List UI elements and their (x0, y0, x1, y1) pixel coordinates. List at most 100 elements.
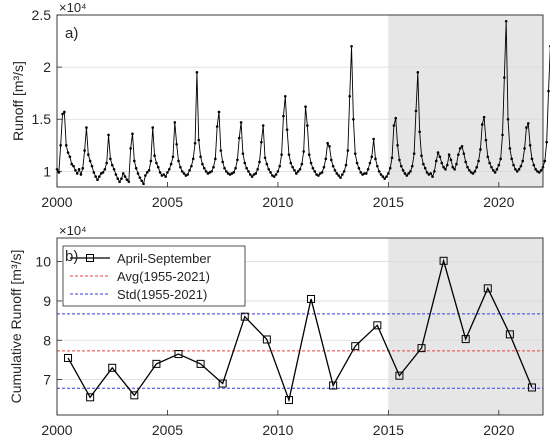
runoff-point (453, 167, 456, 171)
runoff-point (210, 170, 213, 173)
y-tick-label: 10 (35, 254, 51, 270)
runoff-point (412, 152, 416, 155)
runoff-point (79, 173, 83, 176)
runoff-point (156, 165, 160, 169)
runoff-point (260, 140, 263, 144)
runoff-point (484, 138, 488, 142)
runoff-point (429, 172, 433, 175)
runoff-point (328, 145, 331, 148)
runoff-point (177, 159, 180, 163)
runoff-point (425, 171, 429, 174)
runoff-point (381, 175, 385, 178)
runoff-point (193, 141, 197, 145)
runoff-point (57, 171, 61, 174)
runoff-point (523, 147, 526, 150)
panel-a: 1 1.5 2 2.5 2000 2005 2010 2015 2020 ×10⁴ Runoff [… (10, 0, 550, 210)
runoff-point (112, 167, 116, 171)
runoff-point (401, 169, 405, 172)
april-september-marker (395, 371, 404, 380)
runoff-point (543, 159, 547, 163)
x-tick-label: 2005 (152, 422, 183, 438)
runoff-point (364, 172, 368, 175)
legend: April-September Avg(1955-2021) Std(1955-20… (62, 245, 246, 307)
runoff-point (169, 162, 173, 166)
runoff-point (300, 162, 304, 166)
shaded-period (388, 238, 543, 415)
runoff-point (497, 163, 501, 167)
runoff-point (123, 175, 127, 178)
april-september-marker (240, 312, 249, 321)
runoff-point (110, 163, 114, 167)
runoff-point (295, 172, 298, 175)
runoff-point (532, 163, 536, 167)
runoff-point (440, 161, 444, 165)
runoff-point (302, 150, 305, 153)
runoff-point (155, 161, 158, 165)
runoff-point (88, 159, 92, 163)
runoff-point (239, 121, 243, 124)
runoff-point (462, 152, 466, 155)
runoff-point (521, 159, 525, 163)
runoff-point (348, 95, 352, 98)
runoff-point (309, 161, 313, 165)
runoff-point (171, 155, 175, 159)
runoff-point (486, 155, 490, 159)
runoff-point (140, 179, 143, 183)
runoff-point (138, 176, 142, 179)
runoff-point (293, 169, 296, 172)
y-axis-label: Runoff [m³/s] (10, 61, 26, 141)
runoff-point (274, 173, 278, 176)
runoff-point (158, 171, 162, 174)
runoff-point (121, 172, 125, 175)
runoff-point (359, 171, 363, 174)
runoff-point (405, 174, 409, 177)
runoff-point (197, 138, 201, 142)
runoff-point (449, 158, 453, 162)
april-september-marker (461, 335, 470, 344)
x-tick-label: 2010 (262, 194, 293, 210)
runoff-point (331, 164, 335, 168)
runoff-point (287, 153, 291, 156)
runoff-point (202, 166, 206, 170)
runoff-point (320, 171, 324, 174)
y-tick-label: 2.5 (32, 7, 52, 23)
legend-entry-label: April-September (117, 251, 212, 266)
runoff-point (133, 159, 136, 163)
april-september-marker (262, 335, 271, 344)
runoff-point (142, 182, 145, 186)
runoff-point (72, 164, 75, 168)
runoff-point (269, 171, 272, 174)
runoff-point (272, 175, 276, 178)
runoff-point (261, 124, 265, 127)
runoff-point (407, 172, 410, 175)
runoff-point (116, 177, 120, 180)
x-tick-label: 2020 (483, 422, 514, 438)
runoff-point (64, 144, 68, 147)
april-september-marker (218, 379, 227, 388)
runoff-point (383, 177, 386, 180)
runoff-point (153, 154, 156, 158)
runoff-point (455, 162, 458, 166)
runoff-point (304, 105, 307, 109)
april-september-marker (505, 330, 514, 339)
exponent-label: ×10⁴ (59, 0, 87, 15)
runoff-point (107, 133, 110, 137)
runoff-point (98, 175, 101, 178)
runoff-point (236, 158, 239, 162)
runoff-point (61, 112, 64, 116)
runoff-point (377, 170, 381, 173)
x-tick-label: 2010 (262, 422, 293, 438)
runoff-point (221, 160, 224, 164)
runoff-point (350, 44, 353, 48)
runoff-point (418, 130, 421, 134)
runoff-point (103, 167, 107, 171)
runoff-point (503, 76, 506, 79)
runoff-point (322, 165, 326, 169)
runoff-point (92, 171, 96, 174)
runoff-point (329, 158, 333, 162)
runoff-point (248, 173, 252, 176)
runoff-point (335, 172, 339, 175)
runoff-point (167, 167, 171, 171)
runoff-point (460, 145, 464, 148)
runoff-point (59, 144, 62, 147)
